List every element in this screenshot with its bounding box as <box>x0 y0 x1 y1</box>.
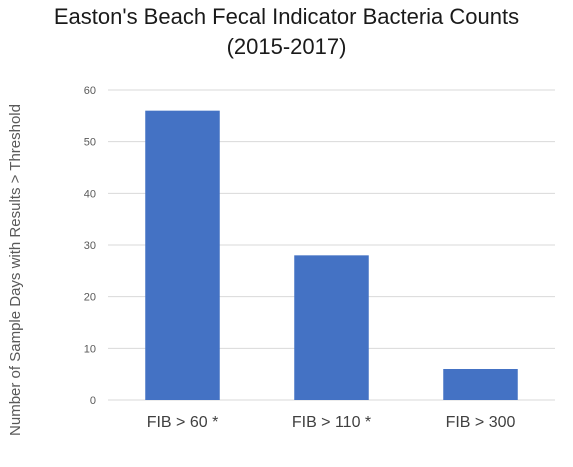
x-axis-categories: FIB > 60 * FIB > 110 * FIB > 300 <box>147 414 516 431</box>
chart-title-line-1: Easton's Beach Fecal Indicator Bacteria … <box>53 4 520 29</box>
y-tick-label: 20 <box>84 292 96 304</box>
x-category-label: FIB > 300 <box>446 414 516 431</box>
x-category-label: FIB > 60 * <box>147 414 219 431</box>
bar-2 <box>294 255 369 400</box>
y-tick-label: 0 <box>90 395 96 407</box>
y-axis-ticks: 0 10 20 30 40 50 60 <box>84 85 96 407</box>
chart-title: Easton's Beach Fecal Indicator Bacteria … <box>0 2 573 62</box>
y-tick-label: 50 <box>84 137 96 149</box>
y-tick-label: 60 <box>84 85 96 97</box>
y-axis-label: Number of Sample Days with Results > Thr… <box>7 104 24 436</box>
bar-3 <box>443 369 518 400</box>
bars <box>145 110 518 401</box>
x-category-label: FIB > 110 * <box>292 414 371 431</box>
y-tick-label: 10 <box>84 343 96 355</box>
y-tick-label: 40 <box>84 188 96 200</box>
bar-1 <box>145 110 220 401</box>
y-tick-label: 30 <box>84 240 96 252</box>
chart-title-line-2: (2015-2017) <box>226 34 347 59</box>
